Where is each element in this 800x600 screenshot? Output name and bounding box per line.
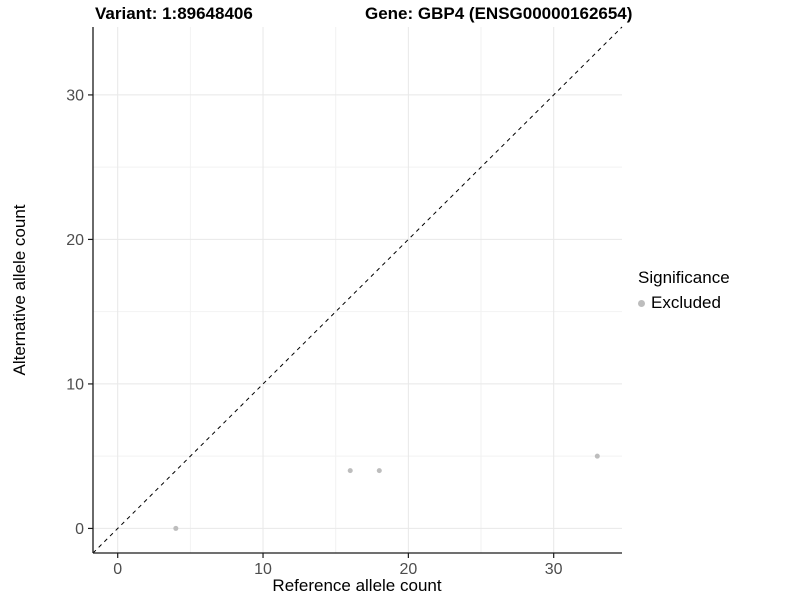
legend: Significance Excluded (638, 268, 730, 313)
legend-item-label: Excluded (651, 293, 721, 312)
legend-item-excluded: Excluded (638, 293, 730, 313)
y-tick-label: 20 (66, 232, 84, 249)
y-tick-label: 30 (66, 87, 84, 104)
x-tick-label: 30 (545, 561, 563, 578)
x-axis-title: Reference allele count (272, 576, 442, 595)
x-tick-label: 10 (254, 561, 272, 578)
x-tick-label: 20 (399, 561, 417, 578)
data-point (347, 468, 353, 474)
plot-title-gene: Gene: GBP4 (ENSG00000162654) (365, 4, 633, 23)
x-tick-label: 0 (113, 561, 122, 578)
y-tick-label: 0 (75, 521, 84, 538)
y-tick-label: 10 (66, 376, 84, 393)
legend-key-dot-icon (638, 299, 645, 307)
identity-line (92, 26, 623, 554)
legend-title: Significance (638, 268, 730, 287)
data-point (594, 453, 600, 459)
plot-title-variant: Variant: 1:89648406 (95, 4, 253, 23)
data-point (173, 525, 179, 531)
data-point (376, 468, 382, 474)
